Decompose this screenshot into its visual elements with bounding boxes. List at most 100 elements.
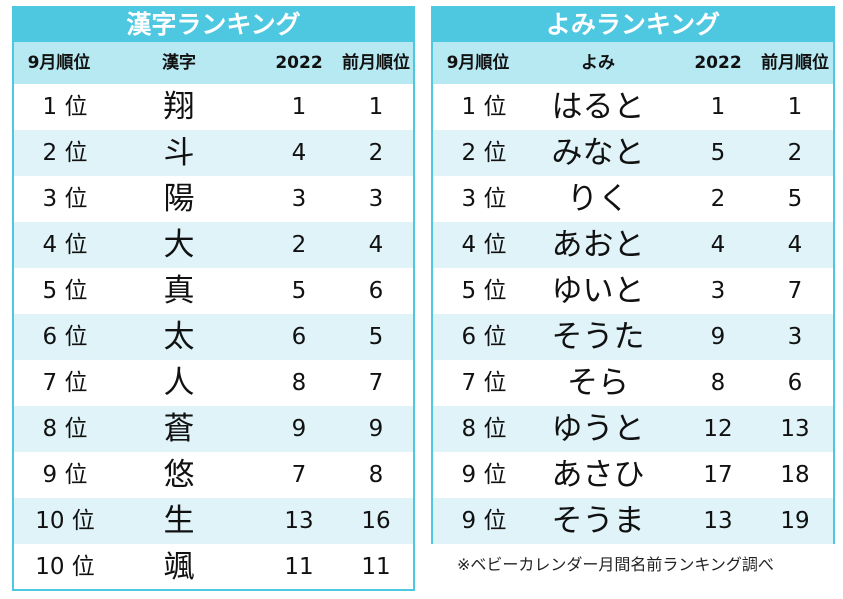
kanji-cell: 真	[163, 273, 195, 309]
yomi-cell: あおと	[551, 227, 645, 263]
table-row: 5 位 ゆいと 3 7	[433, 268, 833, 314]
year2022-cell: 1	[291, 94, 307, 120]
year2022-cell: 3	[710, 278, 726, 304]
rank-cell: 8 位	[461, 416, 507, 442]
table-row: 6 位 太 6 5	[14, 314, 413, 360]
rank-cell: 1 位	[42, 94, 88, 120]
rank-cell: 3 位	[461, 186, 507, 212]
prev-rank-cell: 6	[787, 370, 803, 396]
rank-cell: 7 位	[461, 370, 507, 396]
yomi-cell: りく	[567, 181, 629, 217]
prev-rank-cell: 18	[780, 462, 810, 488]
table-row: 10 位 生 13 16	[14, 498, 413, 544]
prev-rank-cell: 13	[780, 416, 810, 442]
year2022-cell: 1	[710, 94, 726, 120]
rank-cell: 9 位	[42, 462, 88, 488]
rank-cell: 6 位	[461, 324, 507, 350]
prev-rank-cell: 5	[368, 324, 384, 350]
table-row: 9 位 あさひ 17 18	[433, 452, 833, 498]
year2022-cell: 13	[284, 508, 314, 534]
table-row: 2 位 斗 4 2	[14, 130, 413, 176]
year2022-cell: 5	[710, 140, 726, 166]
rank-cell: 9 位	[461, 508, 507, 534]
year2022-cell: 17	[703, 462, 733, 488]
table-row: 8 位 ゆうと 12 13	[433, 406, 833, 452]
prev-rank-cell: 16	[361, 508, 391, 534]
table-row: 5 位 真 5 6	[14, 268, 413, 314]
kanji-cell: 颯	[163, 549, 195, 585]
rank-cell: 4 位	[42, 232, 88, 258]
table-row: 9 位 悠 7 8	[14, 452, 413, 498]
prev-rank-cell: 7	[368, 370, 384, 396]
year2022-cell: 9	[291, 416, 307, 442]
year2022-cell: 5	[291, 278, 307, 304]
prev-rank-cell: 5	[787, 186, 803, 212]
rank-cell: 9 位	[461, 462, 507, 488]
prev-rank-cell: 1	[368, 94, 384, 120]
prev-rank-cell: 1	[787, 94, 803, 120]
rank-cell: 2 位	[42, 140, 88, 166]
prev-rank-cell: 7	[787, 278, 803, 304]
table-row: 4 位 あおと 4 4	[433, 222, 833, 268]
rank-cell: 8 位	[42, 416, 88, 442]
kanji-cell: 悠	[163, 457, 195, 493]
prev-rank-cell: 3	[368, 186, 384, 212]
header-yomi: よみ	[581, 53, 615, 73]
kanji-cell: 大	[163, 227, 195, 263]
header-prev-rank: 前月順位	[342, 53, 410, 73]
prev-rank-cell: 4	[787, 232, 803, 258]
table-row: 6 位 そうた 9 3	[433, 314, 833, 360]
year2022-cell: 2	[710, 186, 726, 212]
header-rank: 9月順位	[446, 53, 510, 73]
prev-rank-cell: 3	[787, 324, 803, 350]
yomi-header-row: 9月順位 よみ 2022 前月順位	[433, 42, 833, 84]
prev-rank-cell: 6	[368, 278, 384, 304]
kanji-cell: 太	[163, 319, 195, 355]
kanji-cell: 翔	[163, 89, 195, 125]
prev-rank-cell: 11	[361, 554, 391, 580]
yomi-cell: ゆいと	[551, 273, 645, 309]
source-footnote: ※ベビーカレンダー月間名前ランキング調べ	[457, 555, 774, 574]
header-2022: 2022	[275, 53, 323, 73]
year2022-cell: 9	[710, 324, 726, 350]
kanji-cell: 陽	[163, 181, 195, 217]
prev-rank-cell: 2	[368, 140, 384, 166]
yomi-cell: あさひ	[551, 457, 645, 493]
year2022-cell: 4	[291, 140, 307, 166]
table-row: 3 位 陽 3 3	[14, 176, 413, 222]
year2022-cell: 13	[703, 508, 733, 534]
table-row: 10 位 颯 11 11	[14, 544, 413, 590]
prev-rank-cell: 8	[368, 462, 384, 488]
year2022-cell: 7	[291, 462, 307, 488]
yomi-rows: 1 位 はると 1 1 2 位 みなと 5 2 3 位 りく 2 5 4 位 あおと 4 4 5 位 ゆいと 3 7 6…	[433, 84, 833, 544]
yomi-cell: そら	[567, 365, 629, 401]
kanji-cell: 生	[163, 503, 195, 539]
rank-cell: 5 位	[42, 278, 88, 304]
kanji-cell: 蒼	[163, 411, 195, 447]
kanji-cell: 斗	[163, 135, 195, 171]
year2022-cell: 3	[291, 186, 307, 212]
rank-cell: 7 位	[42, 370, 88, 396]
prev-rank-cell: 2	[787, 140, 803, 166]
prev-rank-cell: 4	[368, 232, 384, 258]
rank-cell: 6 位	[42, 324, 88, 350]
yomi-cell: はると	[551, 89, 645, 125]
year2022-cell: 6	[291, 324, 307, 350]
prev-rank-cell: 19	[780, 508, 810, 534]
table-row: 3 位 りく 2 5	[433, 176, 833, 222]
table-row: 4 位 大 2 4	[14, 222, 413, 268]
yomi-ranking-panel: よみランキング 9月順位 よみ 2022 前月順位 1 位 はると 1 1 2 位 みなと…	[431, 6, 835, 544]
year2022-cell: 2	[291, 232, 307, 258]
yomi-cell: みなと	[551, 135, 645, 171]
rank-cell: 10 位	[35, 508, 95, 534]
table-row: 1 位 はると 1 1	[433, 84, 833, 130]
kanji-cell: 人	[163, 365, 195, 401]
yomi-cell: そうた	[551, 319, 645, 355]
prev-rank-cell: 9	[368, 416, 384, 442]
year2022-cell: 8	[291, 370, 307, 396]
table-row: 9 位 そうま 13 19	[433, 498, 833, 544]
year2022-cell: 11	[284, 554, 314, 580]
table-row: 7 位 そら 8 6	[433, 360, 833, 406]
